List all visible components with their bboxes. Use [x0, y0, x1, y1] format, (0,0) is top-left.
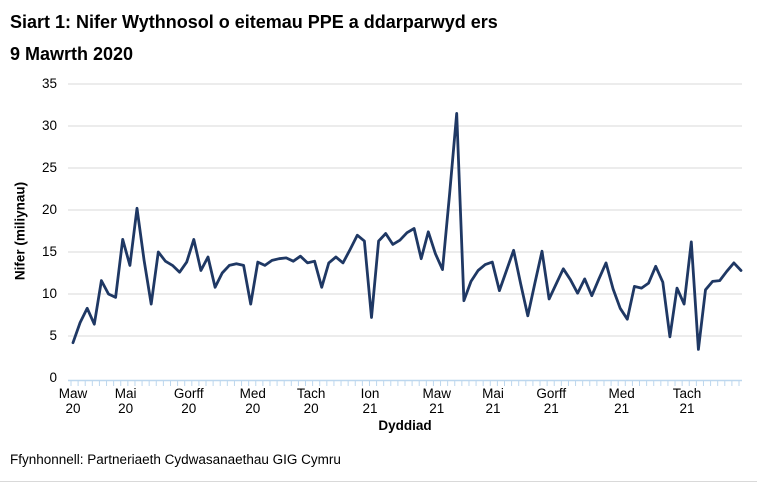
data-line	[71, 112, 743, 351]
x-tick-month: Mai	[482, 386, 504, 401]
x-tick-year: 20	[303, 401, 319, 416]
x-tick-year: 21	[679, 401, 695, 416]
y-tick-label: 25	[41, 160, 57, 175]
chart-title: Siart 1: Nifer Wythnosol o eitemau PPE a…	[10, 6, 498, 70]
x-tick-year: 20	[245, 401, 261, 416]
y-tick-label: 10	[41, 286, 57, 301]
x-tick-label: Maw 21	[423, 386, 452, 416]
x-tick-year: 20	[181, 401, 197, 416]
x-tick-year: 21	[614, 401, 630, 416]
y-tick-label: 30	[41, 118, 57, 133]
x-tick-year: 21	[429, 401, 445, 416]
y-tick-label: 20	[41, 202, 57, 217]
x-axis-title: Dyddiad	[378, 418, 432, 433]
x-tick-label: Med 21	[608, 386, 634, 416]
x-tick-label: Ion 21	[361, 386, 380, 416]
x-tick-label: Tach 20	[297, 386, 326, 416]
y-tick-label: 15	[41, 244, 57, 259]
x-tick-month: Maw	[422, 386, 452, 401]
x-tick-label: Mai 21	[482, 386, 504, 416]
x-tick-label: Mai 20	[115, 386, 137, 416]
x-tick-month: Maw	[58, 386, 88, 401]
chart-title-line1: Siart 1: Nifer Wythnosol o eitemau PPE a…	[10, 12, 498, 32]
x-tick-label: Med 20	[240, 386, 266, 416]
bottom-divider	[0, 481, 757, 482]
x-tick-year: 21	[485, 401, 501, 416]
x-tick-year: 21	[362, 401, 378, 416]
x-tick-label: Maw 20	[59, 386, 88, 416]
x-tick-month: Med	[239, 386, 266, 401]
x-tick-month: Tach	[296, 386, 326, 401]
x-tick-label: Gorff 20	[174, 386, 204, 416]
y-tick-label: 5	[49, 328, 57, 343]
x-tick-month: Mai	[114, 386, 137, 401]
chart-title-line2: 9 Mawrth 2020	[10, 44, 134, 64]
x-tick-label: Tach 21	[673, 386, 702, 416]
x-tick-month: Ion	[360, 386, 380, 401]
x-tick-month: Gorff	[536, 386, 567, 401]
x-tick-year: 20	[118, 401, 134, 416]
x-tick-year: 21	[543, 401, 559, 416]
y-tick-label: 0	[49, 370, 57, 385]
x-tick-label: Gorff 21	[536, 386, 566, 416]
x-tick-year: 20	[65, 401, 81, 416]
source-note: Ffynhonnell: Partneriaeth Cydwasanaethau…	[10, 452, 341, 467]
x-tick-month: Gorff	[173, 386, 204, 401]
x-tick-month: Med	[608, 386, 635, 401]
x-tick-month: Tach	[672, 386, 702, 401]
y-tick-label: 35	[41, 76, 57, 91]
